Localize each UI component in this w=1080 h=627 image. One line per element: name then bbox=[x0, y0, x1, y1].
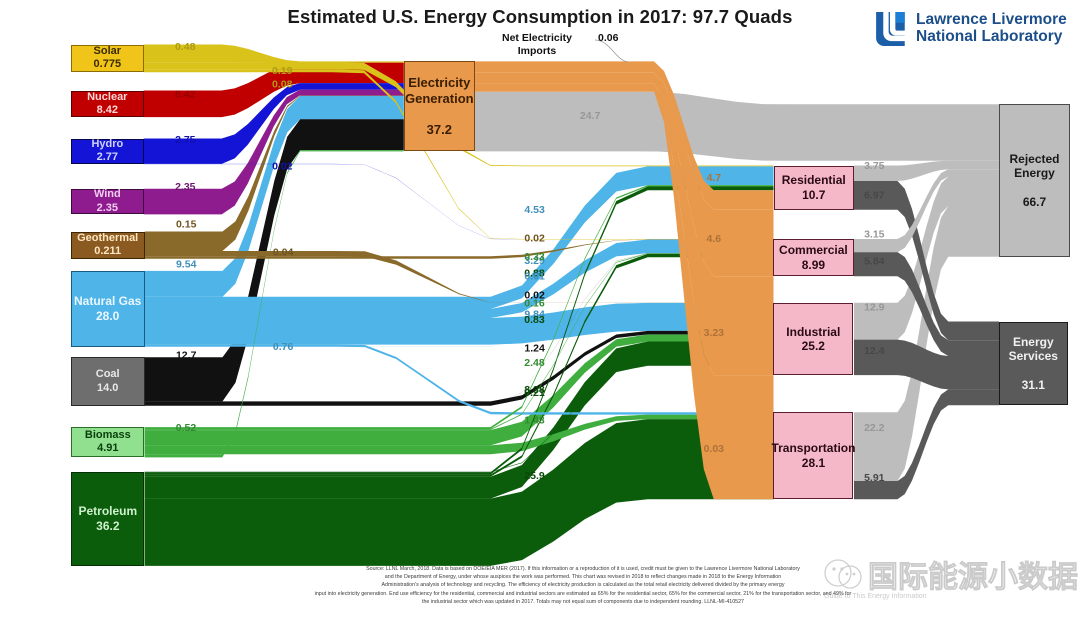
svg-text:24.7: 24.7 bbox=[580, 110, 601, 122]
svg-text:0.02: 0.02 bbox=[524, 232, 545, 244]
svg-text:0.02: 0.02 bbox=[272, 160, 293, 172]
svg-text:1.43: 1.43 bbox=[524, 415, 545, 427]
svg-text:0.76: 0.76 bbox=[273, 341, 294, 353]
svg-text:0.33: 0.33 bbox=[524, 251, 545, 263]
svg-text:8.42: 8.42 bbox=[175, 89, 196, 101]
svg-text:5.91: 5.91 bbox=[864, 472, 885, 484]
svg-text:2.48: 2.48 bbox=[524, 357, 545, 369]
svg-text:4.6: 4.6 bbox=[706, 233, 721, 245]
svg-text:0.48: 0.48 bbox=[175, 41, 196, 53]
svg-text:12.7: 12.7 bbox=[176, 350, 197, 362]
svg-text:2.35: 2.35 bbox=[175, 181, 196, 193]
svg-text:0.52: 0.52 bbox=[176, 422, 197, 434]
svg-text:0.04: 0.04 bbox=[273, 247, 294, 259]
svg-text:0.08: 0.08 bbox=[272, 79, 293, 91]
svg-text:4.53: 4.53 bbox=[524, 204, 545, 216]
svg-text:12.4: 12.4 bbox=[864, 345, 885, 357]
svg-text:3.23: 3.23 bbox=[704, 327, 725, 339]
svg-text:0.01: 0.01 bbox=[524, 270, 545, 282]
svg-text:3.15: 3.15 bbox=[864, 229, 885, 241]
svg-text:0.21: 0.21 bbox=[524, 387, 545, 399]
svg-text:0.83: 0.83 bbox=[524, 314, 545, 326]
svg-text:1.24: 1.24 bbox=[524, 343, 545, 355]
svg-text:6.97: 6.97 bbox=[864, 190, 885, 202]
svg-text:3.75: 3.75 bbox=[864, 160, 885, 172]
svg-text:5.84: 5.84 bbox=[864, 256, 885, 268]
svg-text:25.9: 25.9 bbox=[524, 470, 545, 482]
svg-text:2.75: 2.75 bbox=[175, 134, 196, 146]
svg-text:0.19: 0.19 bbox=[272, 65, 293, 77]
svg-text:22.2: 22.2 bbox=[864, 422, 885, 434]
svg-text:9.54: 9.54 bbox=[176, 259, 197, 271]
svg-text:0.15: 0.15 bbox=[176, 218, 197, 230]
svg-text:4.7: 4.7 bbox=[706, 172, 721, 184]
svg-text:0.03: 0.03 bbox=[704, 443, 725, 455]
svg-text:0.02: 0.02 bbox=[524, 290, 545, 302]
svg-text:12.9: 12.9 bbox=[864, 301, 885, 313]
